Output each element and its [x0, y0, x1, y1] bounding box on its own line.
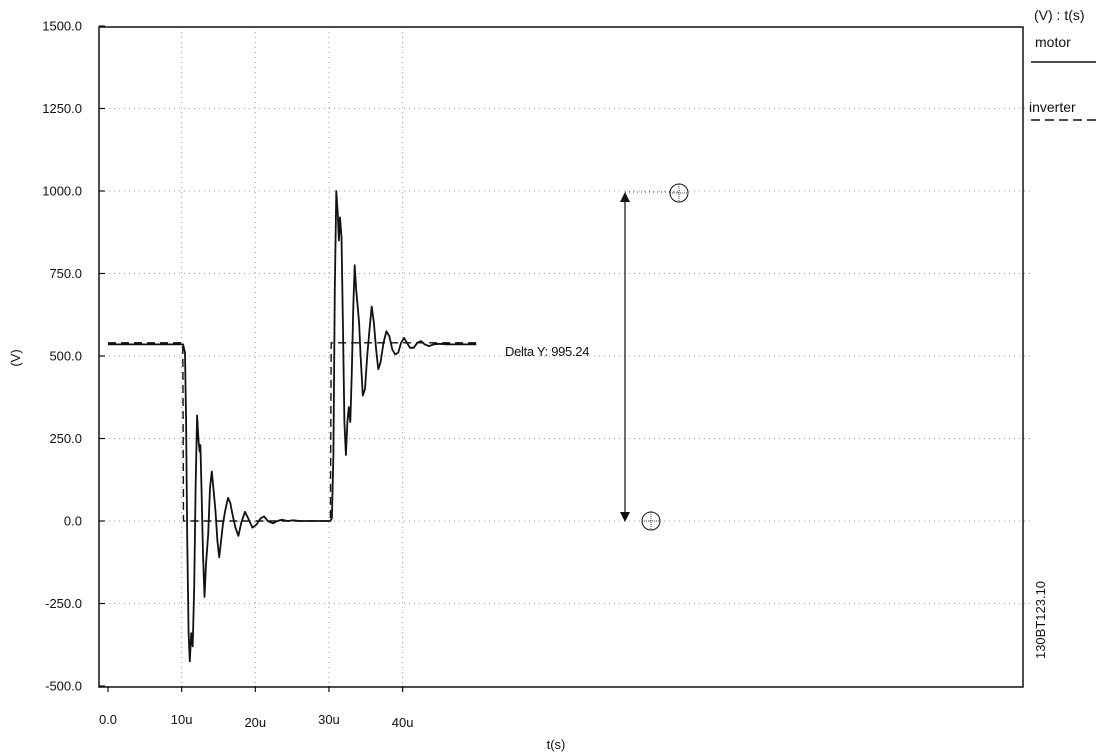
delta-arrow-head-bottom — [620, 512, 630, 522]
cursor-marker-high — [669, 183, 689, 203]
y-tick-label: 500.0 — [49, 349, 82, 364]
y-axis-label: (V) — [8, 349, 23, 366]
delta-y-label: Delta Y: 995.24 — [505, 344, 589, 359]
y-tick-label: -500.0 — [45, 679, 82, 694]
x-tick-label: 20u — [244, 715, 266, 730]
series-line-motor — [108, 190, 477, 663]
legend: (V) : t(s) motor inverter — [1029, 7, 1096, 121]
legend-label-inverter: inverter — [1029, 99, 1076, 115]
x-tick-label: 10u — [171, 712, 193, 727]
y-tick-label: 1500.0 — [42, 19, 82, 34]
y-tick-label: 0.0 — [64, 514, 82, 529]
plot-frame — [98, 26, 1024, 688]
cursor-marker-low — [641, 511, 661, 531]
x-tick-label: 0.0 — [99, 712, 117, 727]
grid — [99, 27, 1033, 686]
y-tick-label: 1250.0 — [42, 101, 82, 116]
delta-arrow-head-top — [620, 192, 630, 202]
y-tick-label: 1000.0 — [42, 184, 82, 199]
axis-ticks: 0.0 10u 20u 30u 40u -500.0 -250.0 0.0 250.0 500.0… — [42, 19, 413, 731]
legend-header: (V) : t(s) — [1034, 7, 1085, 23]
y-tick-label: -250.0 — [45, 596, 82, 611]
x-axis-label: t(s) — [547, 737, 566, 752]
x-tick-label: 30u — [318, 712, 340, 727]
x-tick-label: 40u — [392, 715, 414, 730]
y-tick-label: 250.0 — [49, 431, 82, 446]
y-tick-label: 750.0 — [49, 266, 82, 281]
figure-code: 130BT123.10 — [1033, 581, 1048, 659]
annotation-group: Delta Y: 995.24 — [505, 183, 689, 531]
series-line-inverter — [108, 342, 477, 522]
series-group — [108, 190, 477, 663]
legend-label-motor: motor — [1035, 34, 1071, 50]
